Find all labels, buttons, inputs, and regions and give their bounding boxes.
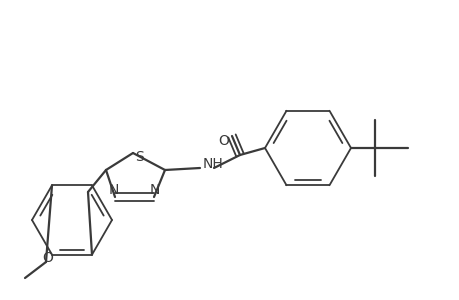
Text: O: O: [43, 251, 53, 265]
Text: O: O: [218, 134, 229, 148]
Text: N: N: [150, 183, 160, 197]
Text: NH: NH: [202, 157, 223, 171]
Text: N: N: [109, 183, 119, 197]
Text: S: S: [135, 150, 144, 164]
